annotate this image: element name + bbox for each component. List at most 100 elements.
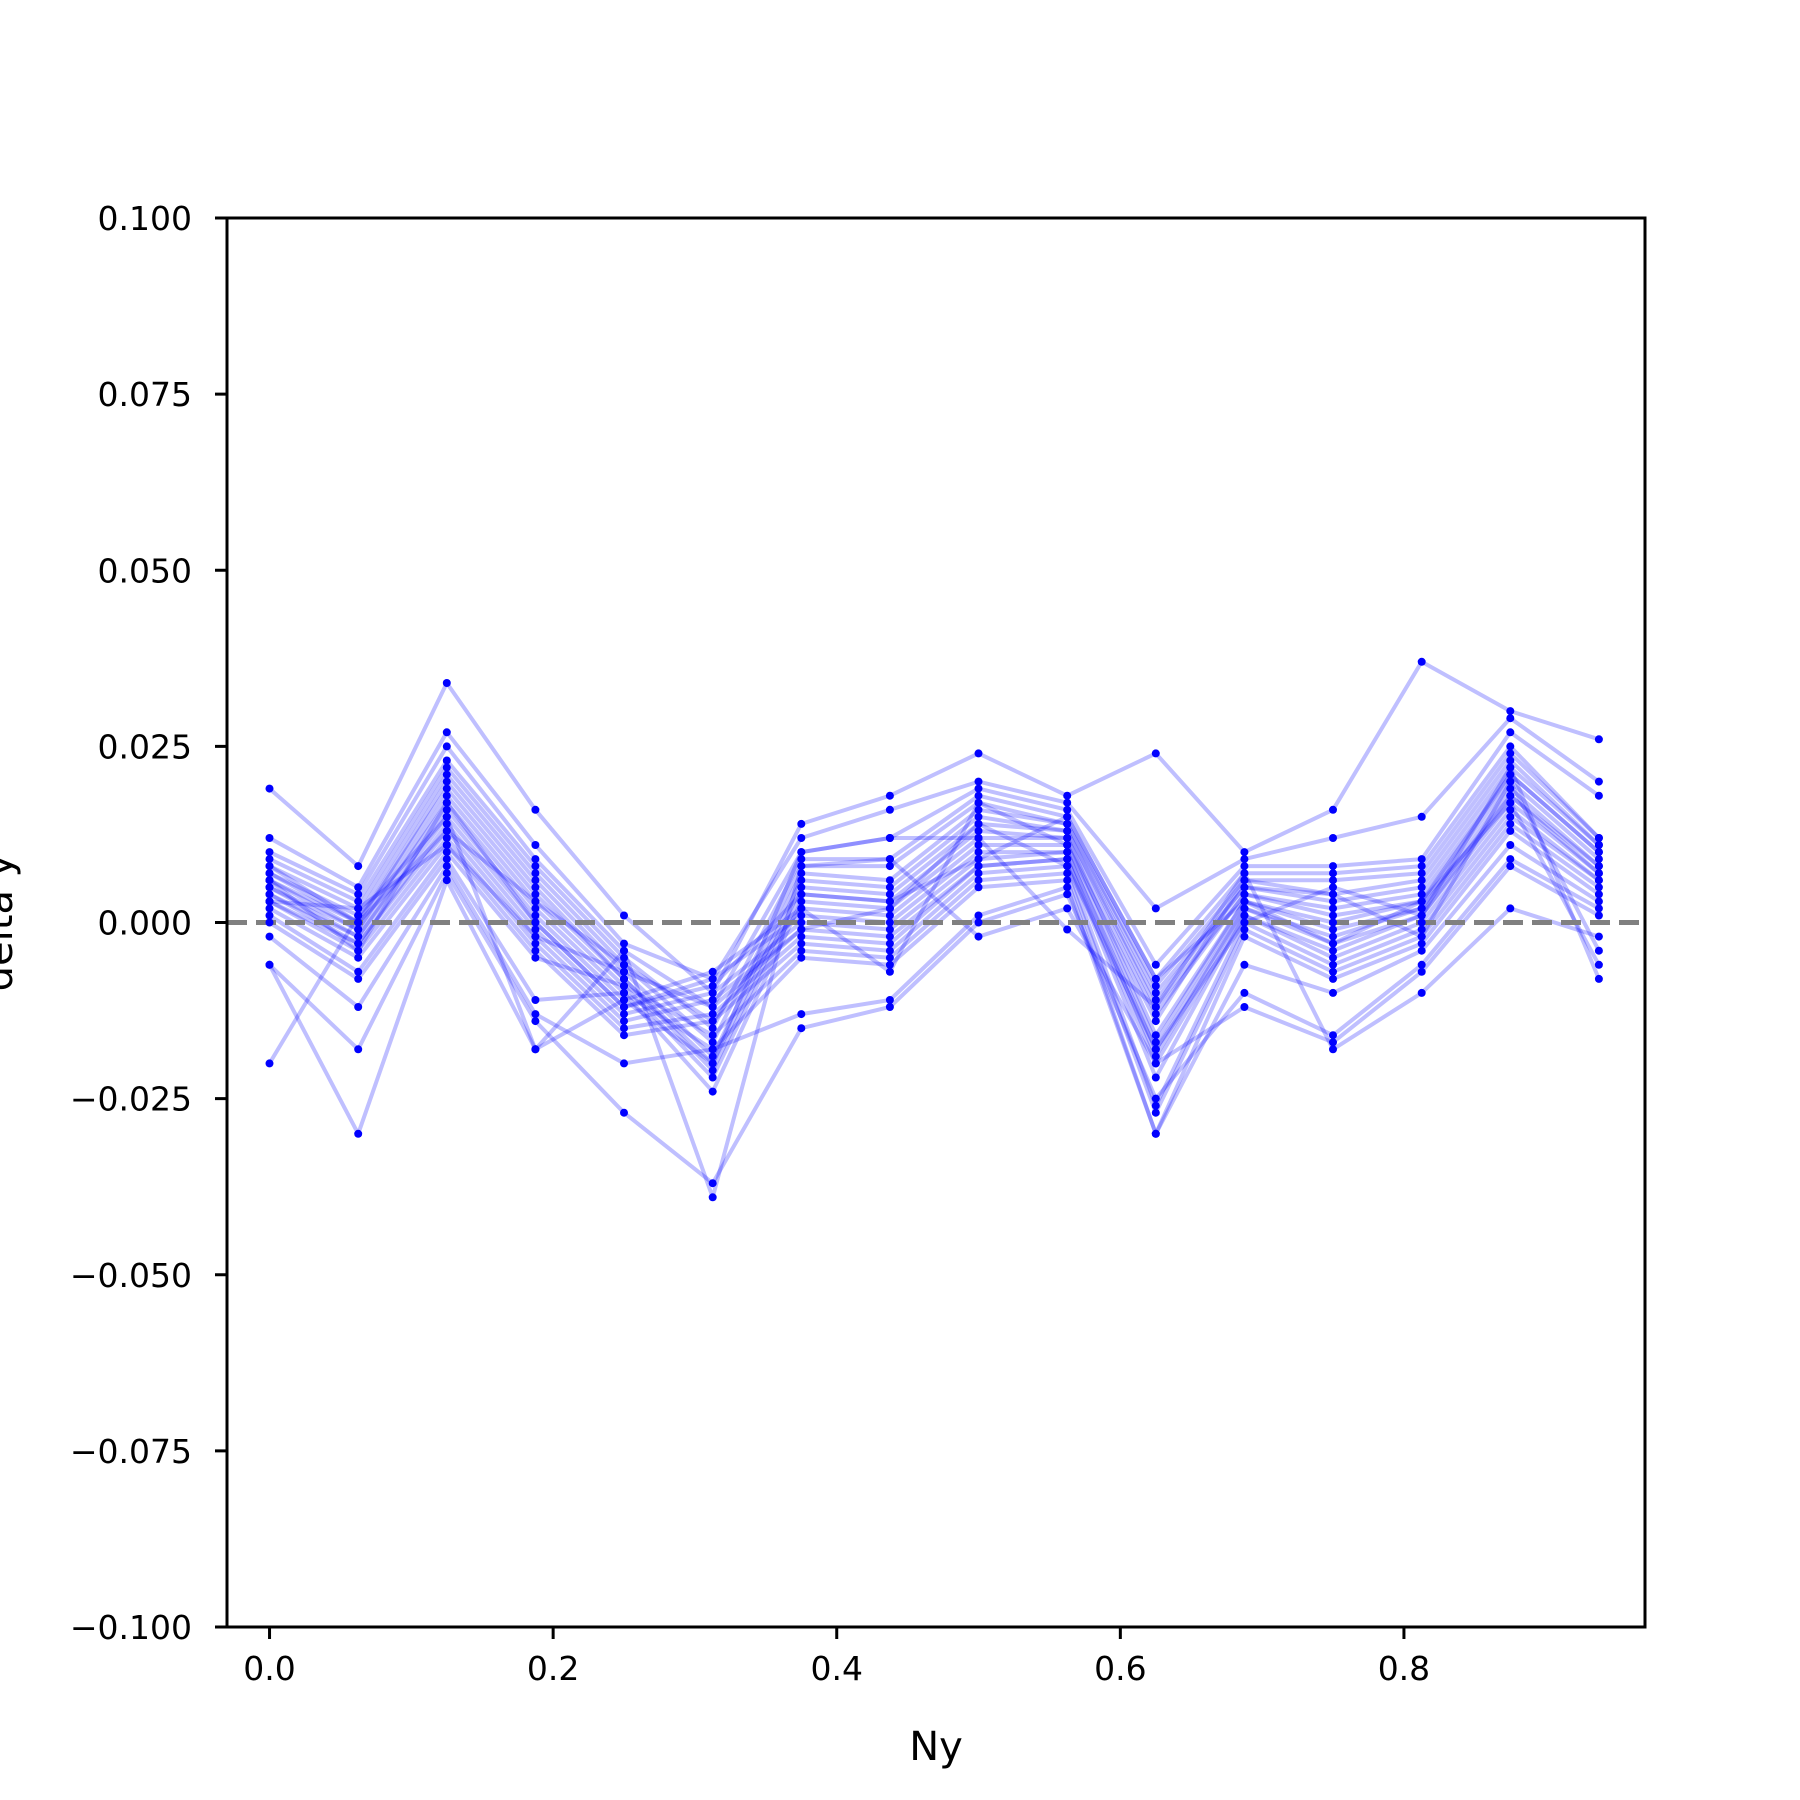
series-line-8 bbox=[268, 772, 1601, 1073]
data-point bbox=[1240, 848, 1249, 857]
data-point bbox=[1417, 897, 1426, 906]
series-line-3 bbox=[268, 730, 1601, 1009]
data-point bbox=[885, 953, 894, 962]
data-point bbox=[1240, 960, 1249, 969]
data-point bbox=[974, 848, 983, 857]
data-point bbox=[797, 890, 806, 899]
data-point bbox=[1506, 791, 1515, 800]
data-point bbox=[708, 1087, 717, 1096]
data-point bbox=[1506, 841, 1515, 849]
series-line-4 bbox=[268, 744, 1601, 1031]
data-point bbox=[265, 932, 274, 941]
data-point bbox=[708, 1010, 717, 1019]
data-point bbox=[354, 925, 363, 934]
data-point bbox=[1417, 869, 1426, 878]
series-line-9 bbox=[268, 772, 1601, 1080]
data-point bbox=[354, 1129, 363, 1138]
data-point bbox=[974, 855, 983, 864]
data-point bbox=[1594, 876, 1603, 885]
data-point bbox=[974, 876, 983, 885]
data-point bbox=[620, 996, 628, 1004]
data-point bbox=[1240, 1003, 1249, 1011]
data-point bbox=[797, 1024, 806, 1033]
data-point bbox=[442, 742, 451, 751]
data-point bbox=[1240, 911, 1249, 920]
data-point bbox=[797, 904, 806, 913]
data-point bbox=[1329, 805, 1337, 814]
data-point bbox=[797, 946, 806, 955]
data-point bbox=[620, 974, 628, 983]
y-tick-label: 0.050 bbox=[98, 551, 192, 590]
data-point bbox=[797, 925, 806, 934]
data-point bbox=[885, 876, 894, 885]
series-line-14 bbox=[268, 800, 1601, 1066]
series-line-6 bbox=[268, 758, 1601, 1059]
data-point bbox=[265, 848, 274, 857]
data-point bbox=[1329, 974, 1337, 983]
data-point bbox=[531, 876, 540, 885]
series-line-23 bbox=[268, 779, 1601, 1024]
data-point bbox=[1417, 883, 1426, 892]
data-point bbox=[265, 876, 274, 885]
series-line-15 bbox=[268, 807, 1601, 1080]
data-point bbox=[974, 918, 983, 927]
data-point bbox=[974, 819, 983, 828]
data-point bbox=[1417, 862, 1426, 871]
data-point bbox=[1417, 918, 1426, 927]
data-point bbox=[442, 841, 451, 849]
data-point bbox=[442, 763, 451, 772]
data-point bbox=[531, 1010, 540, 1019]
data-point bbox=[1594, 974, 1603, 983]
data-point bbox=[620, 988, 628, 997]
x-tick-label: 0.0 bbox=[243, 1649, 295, 1688]
series-line-22 bbox=[267, 814, 1600, 1066]
data-point bbox=[1329, 869, 1337, 878]
data-point bbox=[1506, 812, 1515, 821]
data-point bbox=[354, 1003, 363, 1011]
data-point bbox=[265, 784, 274, 793]
data-point bbox=[354, 946, 363, 955]
data-point bbox=[797, 848, 806, 857]
data-point bbox=[974, 805, 983, 814]
data-point bbox=[265, 960, 274, 969]
data-point bbox=[1506, 777, 1515, 786]
data-point bbox=[1506, 763, 1515, 772]
data-point bbox=[265, 883, 274, 892]
data-point bbox=[531, 932, 540, 941]
x-tick-label: 0.4 bbox=[810, 1649, 862, 1688]
data-point bbox=[885, 960, 894, 969]
data-point bbox=[1329, 876, 1337, 885]
data-point bbox=[531, 953, 540, 962]
data-point bbox=[1417, 904, 1426, 913]
data-point bbox=[620, 953, 628, 962]
data-point bbox=[1063, 869, 1072, 878]
data-point bbox=[1594, 897, 1603, 906]
data-point bbox=[442, 812, 451, 821]
data-point bbox=[708, 1038, 717, 1047]
data-point bbox=[354, 939, 363, 948]
data-point bbox=[442, 876, 451, 885]
data-point bbox=[708, 1031, 717, 1040]
data-point bbox=[620, 911, 628, 920]
data-point bbox=[442, 862, 451, 871]
series-line-20 bbox=[268, 857, 1600, 1186]
data-point bbox=[708, 1066, 717, 1075]
data-point bbox=[620, 946, 628, 955]
data-point bbox=[620, 1017, 628, 1026]
data-point bbox=[531, 883, 540, 892]
data-point bbox=[354, 904, 363, 913]
data-point bbox=[708, 1193, 717, 1202]
series-line-18 bbox=[268, 828, 1601, 1136]
data-point bbox=[1594, 735, 1603, 744]
data-point bbox=[1594, 883, 1603, 892]
data-point bbox=[974, 932, 983, 941]
data-point bbox=[1594, 960, 1603, 969]
series-line-16 bbox=[268, 814, 1601, 1108]
data-point bbox=[885, 805, 894, 814]
data-point bbox=[1240, 862, 1249, 871]
data-point bbox=[1506, 707, 1515, 716]
data-point bbox=[1329, 883, 1337, 892]
data-point bbox=[442, 834, 451, 842]
data-point bbox=[1506, 728, 1515, 737]
data-point bbox=[531, 862, 540, 871]
